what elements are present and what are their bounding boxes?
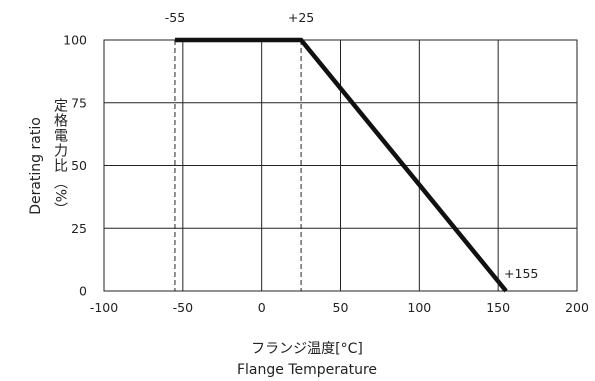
plot-frame — [103, 39, 578, 292]
y-tick-label: 50 — [71, 158, 87, 173]
y-axis-title-jp: 定格電力比 — [52, 98, 68, 173]
y-tick-label: 0 — [79, 284, 87, 299]
x-axis-title-jp: フランジ温度[°C] — [251, 341, 363, 357]
y-tick-label: 25 — [71, 221, 87, 236]
reference-line-label: +25 — [288, 10, 314, 25]
x-tick-label: -50 — [173, 300, 193, 315]
x-tick-label: -100 — [90, 300, 118, 315]
x-tick-label: 100 — [407, 300, 431, 315]
point-annotation: +155 — [504, 266, 538, 281]
y-axis-title-unit: （%） — [52, 175, 68, 216]
y-tick-label: 100 — [63, 33, 87, 48]
annotations: -55 +25 +155 — [165, 10, 539, 281]
x-tick-label: 0 — [258, 300, 266, 315]
series — [174, 37, 508, 293]
derating-curve — [174, 37, 508, 293]
x-tick-label: 200 — [565, 300, 589, 315]
reference-lines — [174, 40, 302, 291]
grid — [104, 40, 577, 291]
x-tick-label: 150 — [486, 300, 510, 315]
x-axis-title-en: Flange Temperature — [237, 362, 377, 378]
reference-line-label: -55 — [165, 10, 185, 25]
x-tick-label: 50 — [333, 300, 349, 315]
tick-labels: -100 -50 0 50 100 150 200 0 25 50 75 100 — [63, 33, 589, 316]
y-tick-label: 75 — [71, 95, 87, 110]
y-axis-title-en: Derating ratio — [28, 117, 44, 215]
